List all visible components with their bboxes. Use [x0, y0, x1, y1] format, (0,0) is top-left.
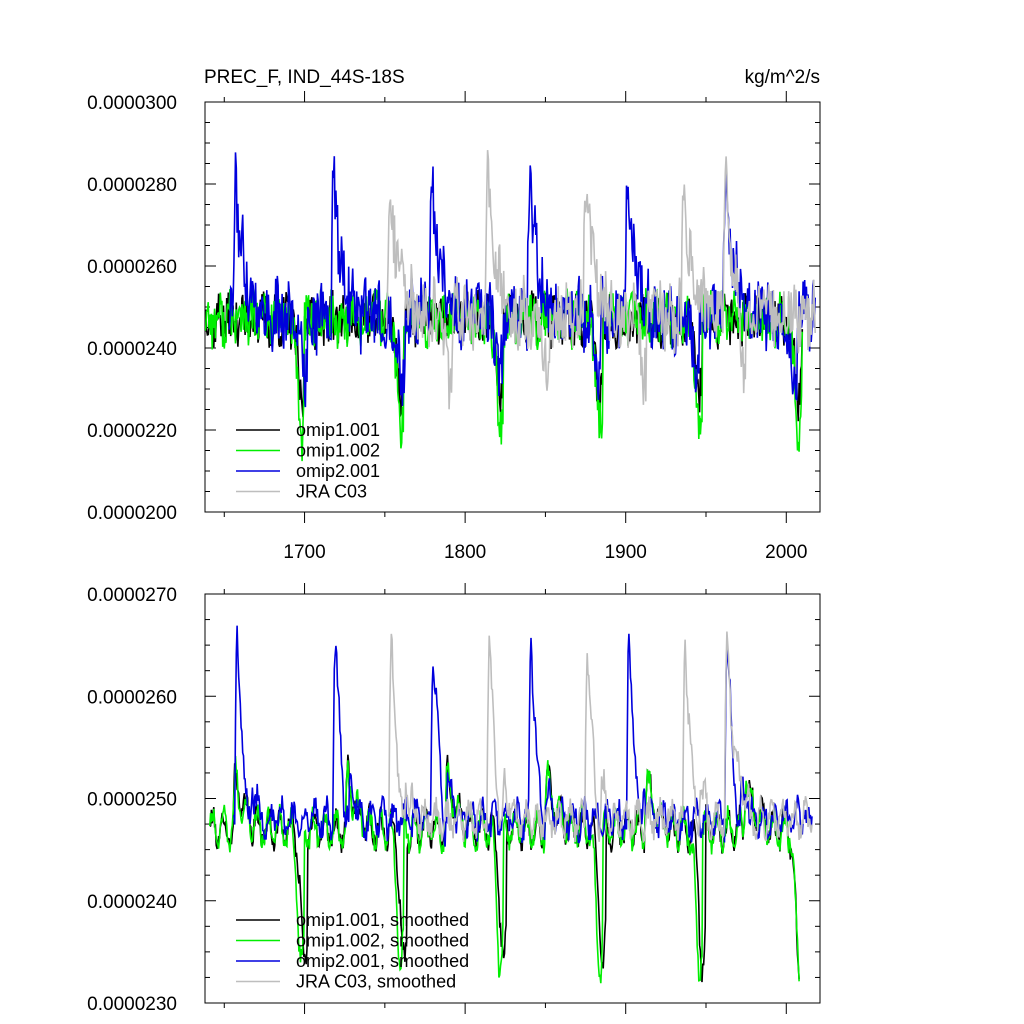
x-tick-label: 1800	[444, 542, 486, 563]
y-tick-label: 0.0000200	[87, 503, 177, 524]
legend-label: omip2.001, smoothed	[296, 951, 469, 971]
x-tick-label: 1700	[283, 542, 325, 563]
legend-label: JRA C03, smoothed	[296, 972, 456, 992]
y-tick-label: 0.0000220	[87, 421, 177, 442]
panel-top: PREC_F, IND_44S-18S kg/m^2/s 0.0000200 0.…	[87, 67, 821, 563]
chart-title: PREC_F, IND_44S-18S	[204, 67, 405, 88]
legend-label: omip1.001	[296, 420, 380, 440]
legend-label: omip2.001	[296, 461, 380, 481]
series-line-jra-c03	[387, 631, 813, 844]
y-tick-label: 0.0000280	[87, 175, 177, 196]
y-tick-label: 0.0000240	[87, 339, 177, 360]
x-tick-label: 2000	[765, 542, 807, 563]
y-tick-label: 0.0000240	[87, 892, 177, 913]
legend-label: omip1.002, smoothed	[296, 931, 469, 951]
y-tick-label: 0.0000260	[87, 257, 177, 278]
y-tick-label: 0.0000250	[87, 790, 177, 811]
series-line-omip1-002	[209, 755, 800, 984]
chart-units: kg/m^2/s	[745, 67, 820, 88]
panel-bottom: 0.0000230 0.0000240 0.0000250 0.0000260 0.00…	[87, 583, 821, 1015]
x-tick-label: 1900	[605, 542, 647, 563]
y-tick-label: 0.0000300	[87, 93, 177, 114]
y-tick-label: 0.0000270	[87, 585, 177, 606]
y-tick-label: 0.0000260	[87, 687, 177, 708]
legend-label: omip1.002	[296, 441, 380, 461]
series-line-omip2-001	[233, 625, 813, 847]
y-tick-label: 0.0000230	[87, 994, 177, 1015]
series-line-jra-c03	[385, 150, 816, 410]
legend-label: JRA C03	[296, 482, 367, 502]
legend-label: omip1.001, smoothed	[296, 910, 469, 930]
